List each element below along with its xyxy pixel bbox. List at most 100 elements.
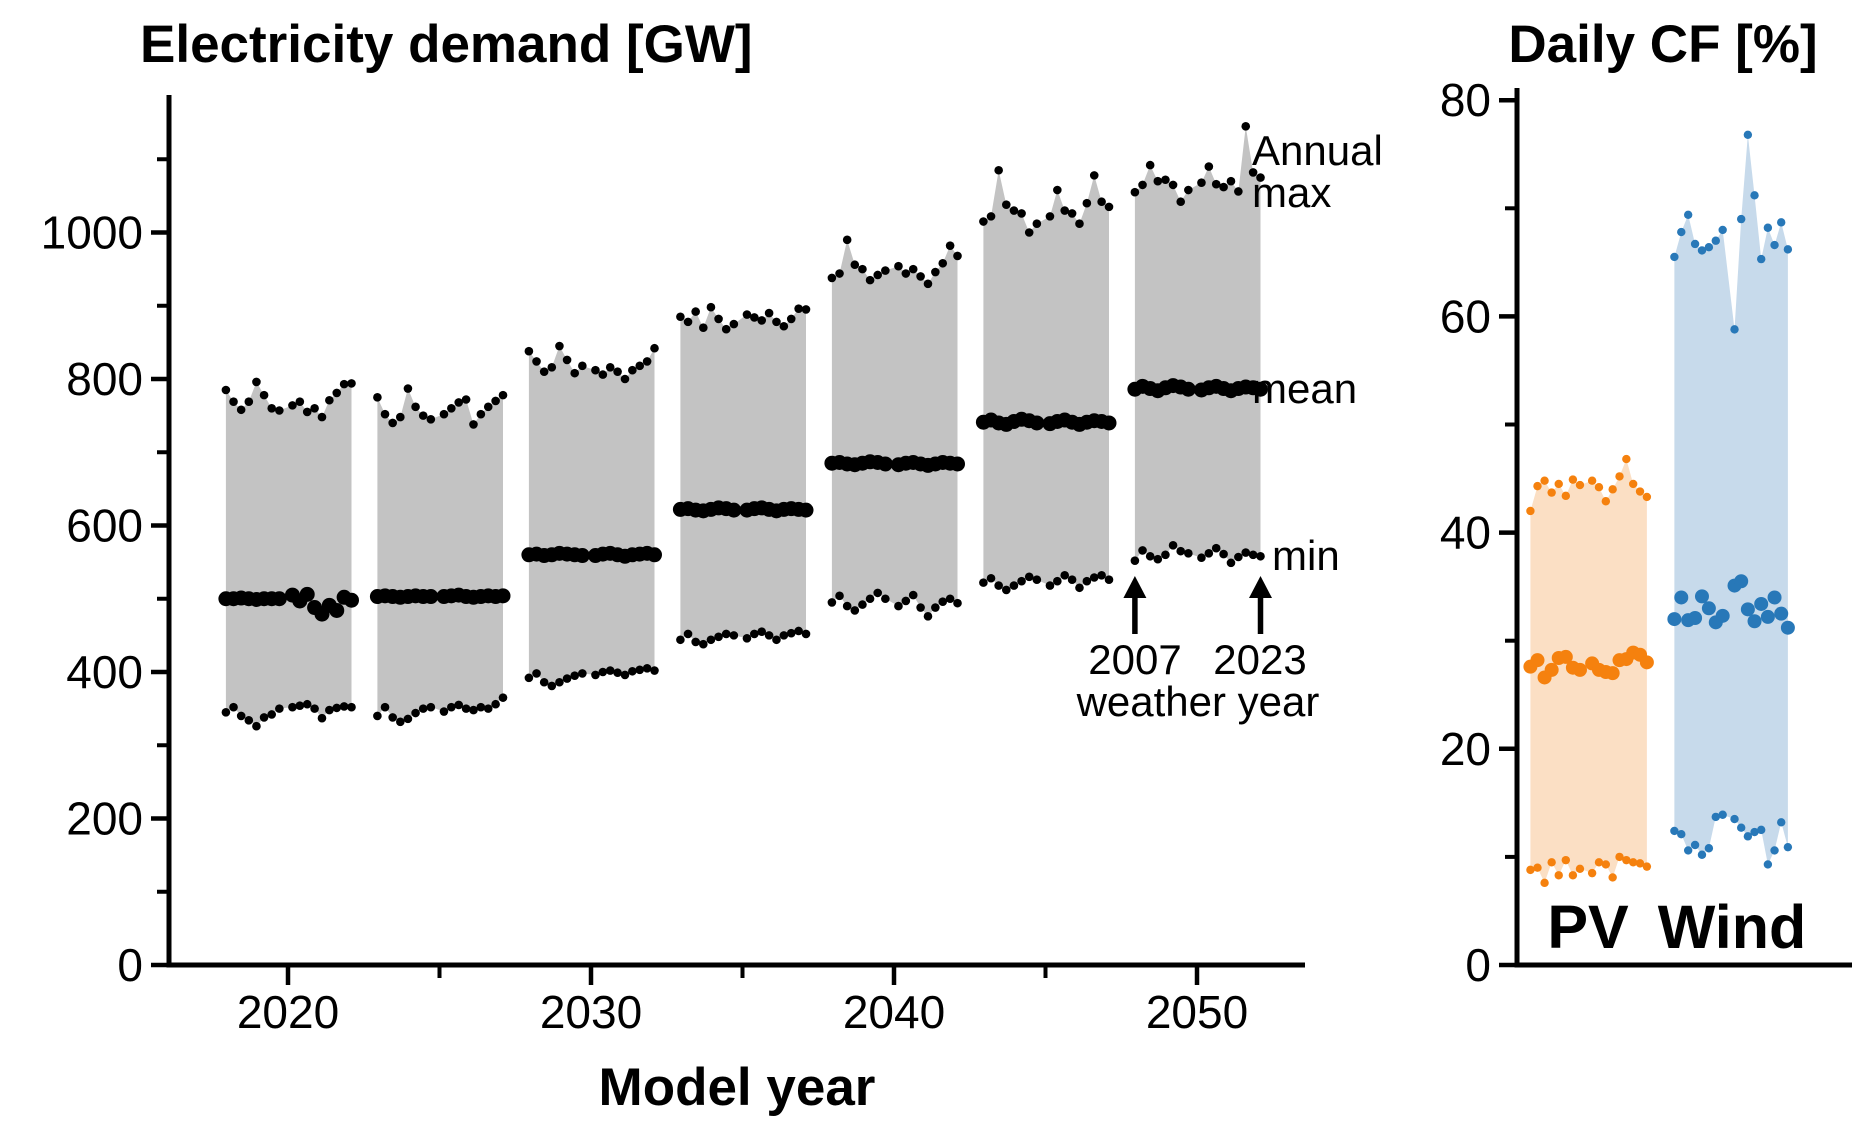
annual-min-dot [1783, 842, 1793, 852]
annual-min-dot [1009, 581, 1019, 590]
annual-min-dot [827, 598, 837, 607]
annual-min-dot [578, 669, 587, 678]
envelope-fill [528, 346, 655, 686]
annual-max-dot [532, 357, 541, 366]
annual-mean-dot [950, 456, 966, 472]
annual-max-dot [873, 270, 883, 280]
annual-max-dot [1104, 202, 1114, 212]
annual-mean-dot [344, 592, 360, 608]
annual-min-dot [1161, 550, 1170, 560]
annual-max-dot [229, 397, 238, 407]
annual-max-dot [598, 370, 608, 379]
annual-max-dot [310, 404, 319, 413]
annual-min-dot [1248, 550, 1258, 560]
annual-min-dot [317, 713, 327, 723]
annual-min-dot [714, 632, 723, 642]
annual-max-dot [1601, 497, 1611, 506]
annual-min-dot [1750, 827, 1759, 837]
annual-min-dot [772, 635, 781, 645]
annual-min-dot [1204, 549, 1214, 558]
annual-min-dot [439, 707, 449, 716]
annual-max-dot [418, 411, 428, 420]
annual-max-dot [539, 367, 549, 376]
annual-max-dot [1176, 197, 1186, 207]
annual-max-dot [729, 319, 739, 329]
annual-min-dot [259, 713, 269, 722]
arrow-head [1123, 576, 1147, 598]
annual-max-dot [605, 362, 615, 372]
annual-max-dot [1161, 175, 1170, 185]
annual-min-dot [794, 626, 803, 636]
annual-max-dot [635, 361, 645, 371]
y-tick-label: 800 [66, 353, 143, 405]
weather-year-2023-label: 2023 [1213, 636, 1306, 683]
arrow-head [1249, 576, 1273, 598]
annual-min-dot [380, 702, 390, 712]
y-tick-label: 200 [66, 793, 143, 845]
annual-max-dot [1060, 206, 1070, 215]
annual-max-dot [1677, 227, 1686, 237]
weather-year-2007-label: 2007 [1088, 636, 1181, 683]
annual-max-dot [1248, 168, 1258, 177]
annual-min-dot [1711, 812, 1720, 822]
annual-min-dot [1683, 846, 1693, 855]
annual-min-dot [1241, 548, 1251, 557]
model-year-band-2025 [369, 384, 511, 727]
annual-max-dot [447, 404, 456, 413]
annual-max-dot [714, 314, 723, 324]
annual-min-dot [1067, 575, 1077, 585]
annual-max-dot [332, 388, 342, 398]
annual-max-dot [1024, 228, 1034, 237]
annual-min-dot [873, 588, 883, 598]
annual-max-dot [1711, 236, 1720, 245]
left-panel-title: Electricity demand [GW] [140, 15, 753, 74]
annual-min-dot [469, 705, 478, 715]
annual-min-dot [1777, 818, 1786, 827]
annual-min-dot [1145, 551, 1155, 561]
wind-band [1667, 130, 1795, 869]
annual-min-dot [275, 704, 284, 713]
annual-min-dot [447, 702, 456, 712]
annual-min-dot [1089, 573, 1099, 582]
annual-min-dot [986, 573, 996, 583]
annual-max-dot [1670, 252, 1679, 262]
annual-max-dot [454, 398, 464, 407]
annual-min-dot [418, 704, 428, 713]
annual-min-dot [562, 674, 572, 683]
x-axis-title: Model year [599, 1058, 876, 1117]
annual-max-dot [570, 368, 580, 378]
annual-min-dot [642, 664, 652, 673]
x-tick-label: 2050 [1146, 986, 1248, 1038]
annual-min-dot [1533, 863, 1542, 872]
annual-min-dot [750, 629, 759, 639]
annual-min-dot [1540, 878, 1549, 888]
annual-mean-dot [1760, 609, 1775, 624]
annual-min-dot [396, 717, 405, 727]
annual-min-dot [1256, 551, 1265, 561]
annual-mean-dot [1780, 620, 1795, 635]
annual-min-dot [555, 677, 564, 687]
annual-max-dot [916, 272, 925, 281]
annual-min-dot [426, 702, 436, 712]
annual-max-dot [1526, 506, 1535, 516]
annual-mean-dot [1701, 601, 1716, 616]
annual-max-dot [1184, 185, 1193, 195]
annual-max-dot [901, 269, 911, 278]
annual-max-dot [1750, 191, 1759, 200]
annual-max-dot [1554, 479, 1563, 489]
annual-max-dot [1067, 209, 1077, 218]
annual-min-dot [591, 670, 600, 680]
annual-mean-dot [1605, 666, 1620, 681]
annual-max-dot [1730, 325, 1739, 334]
annual-min-dot [1002, 585, 1011, 595]
annual-min-dot [1060, 571, 1070, 580]
annual-min-dot [1184, 549, 1193, 558]
annual-max-dot [426, 414, 436, 424]
annual-min-dot [683, 629, 693, 639]
annual-min-dot [1670, 826, 1679, 836]
annual-min-dot [524, 673, 534, 683]
annual-min-dot [1197, 553, 1206, 563]
annual-max-dot [676, 312, 685, 322]
annual-mean-dot [329, 602, 345, 618]
annual-max-dot [1211, 179, 1221, 189]
